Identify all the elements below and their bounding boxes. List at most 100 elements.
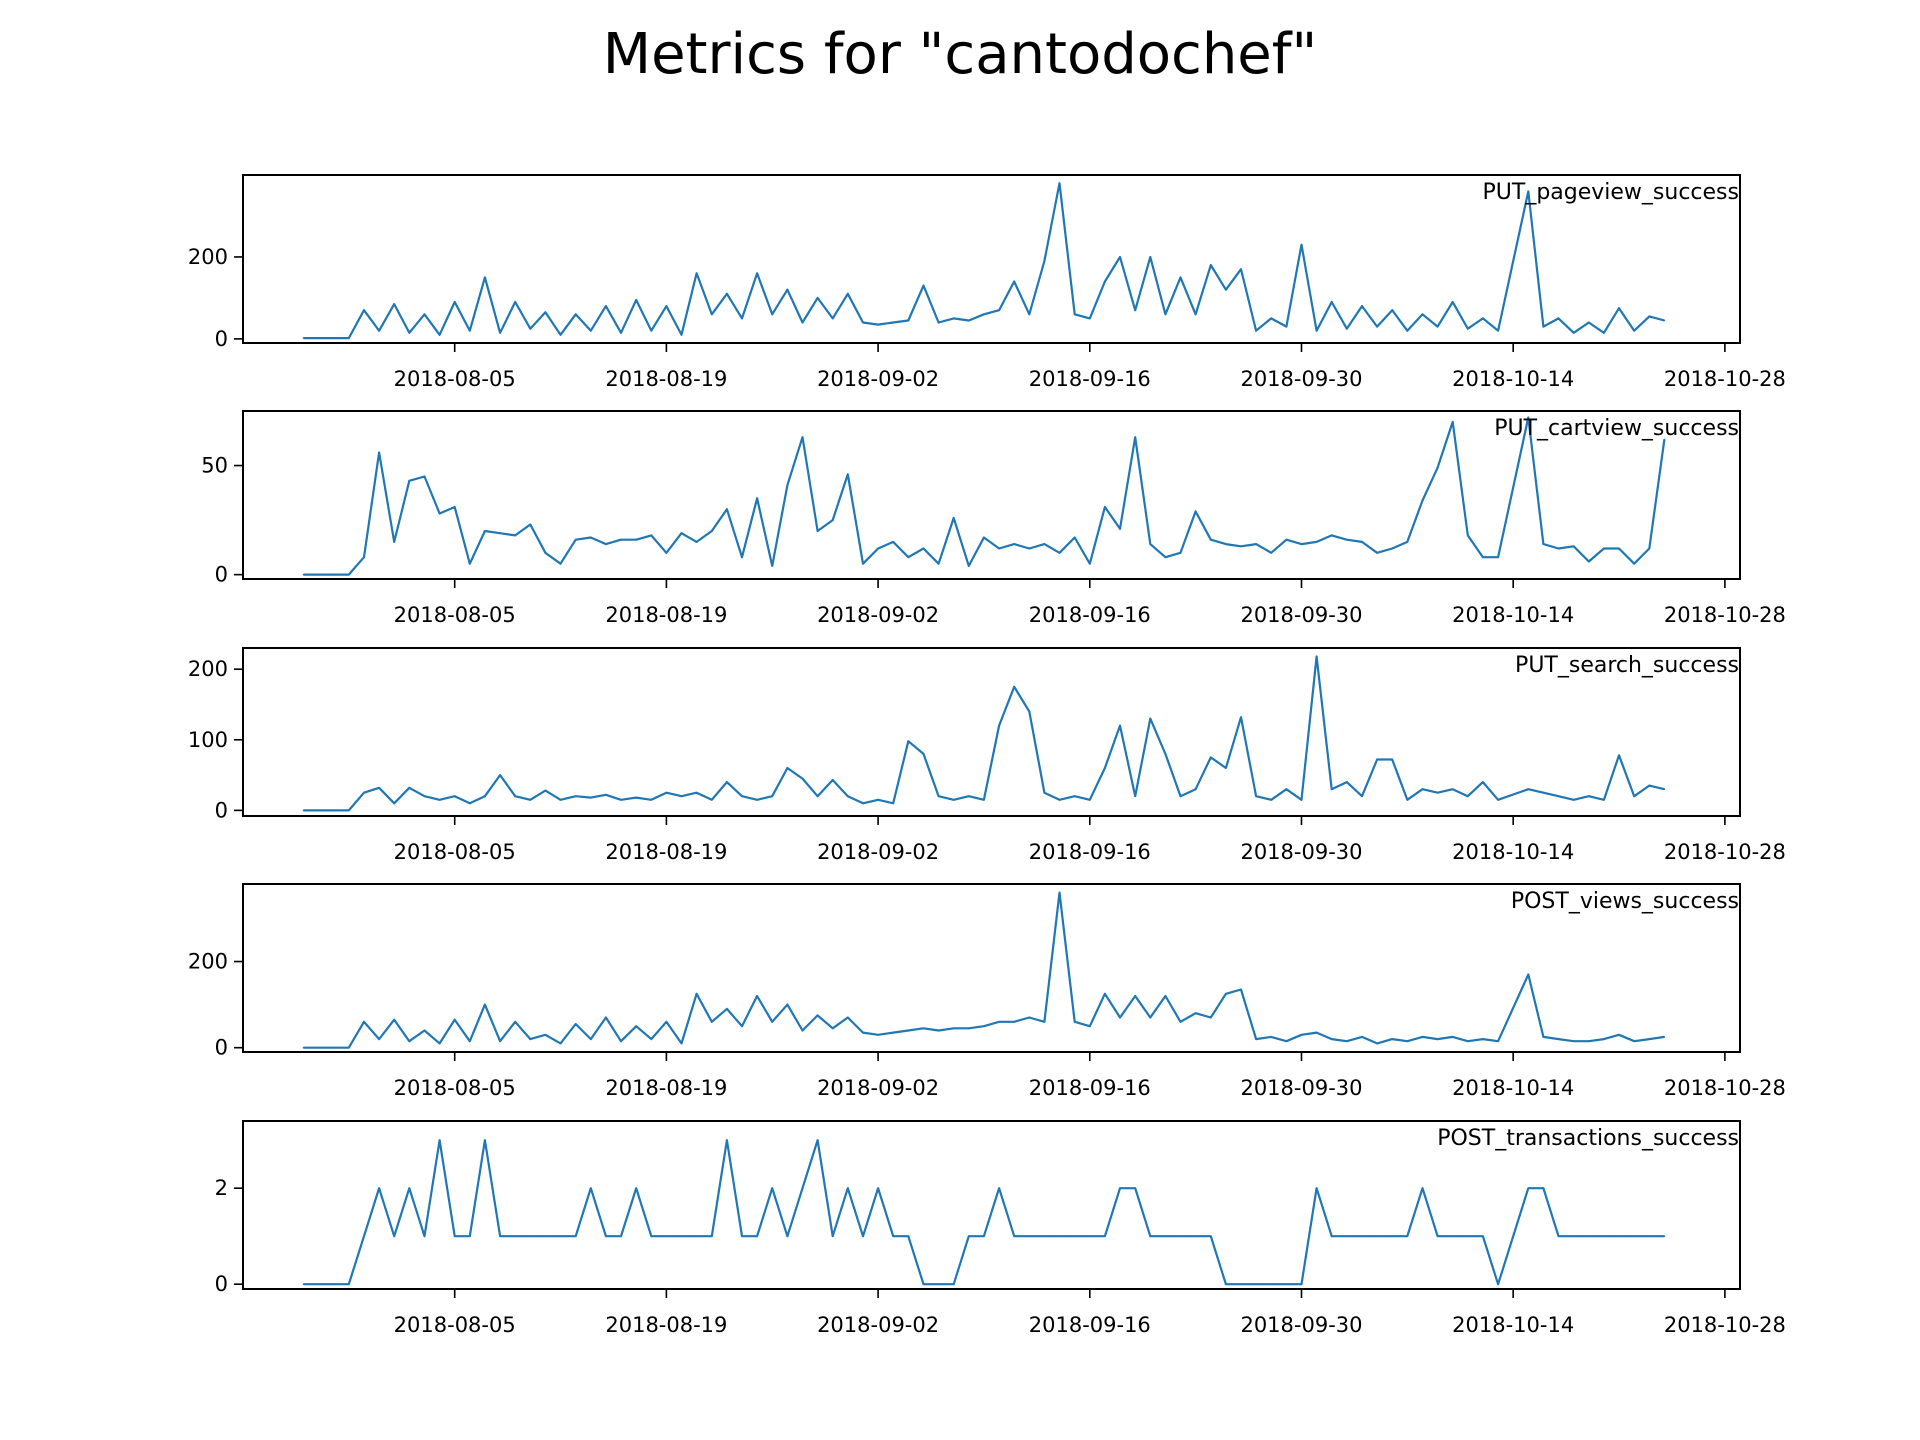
data-point <box>363 1235 365 1237</box>
data-point <box>469 329 471 332</box>
data-point <box>605 305 607 307</box>
data-point <box>998 309 1000 312</box>
data-point <box>801 436 804 439</box>
data-point <box>1043 1235 1046 1237</box>
data-point <box>1361 1036 1363 1038</box>
data-point <box>620 1040 622 1042</box>
data-point <box>922 1283 925 1285</box>
data-point <box>1421 1187 1424 1189</box>
data-point <box>786 484 789 487</box>
data-point <box>1270 317 1272 320</box>
data-point <box>1361 1235 1363 1237</box>
data-point <box>423 1235 426 1237</box>
data-point <box>1043 1021 1046 1023</box>
data-point <box>1058 891 1061 894</box>
data-point <box>559 1235 562 1237</box>
data-point <box>1104 1235 1106 1237</box>
data-point <box>1588 795 1590 797</box>
y-tick-label: 0 <box>215 1272 228 1296</box>
data-point <box>680 795 683 797</box>
data-point <box>983 1025 985 1027</box>
data-point <box>469 1235 471 1237</box>
data-point <box>1164 556 1167 558</box>
data-point <box>378 451 380 454</box>
x-tick-label: 2018-10-14 <box>1452 367 1574 391</box>
y-tick-label: 200 <box>188 950 228 974</box>
x-tick-label: 2018-08-19 <box>605 1313 727 1337</box>
data-point <box>1648 1235 1651 1237</box>
data-point <box>665 1235 668 1237</box>
data-point <box>605 1235 607 1237</box>
data-point <box>1542 791 1545 794</box>
data-point <box>635 538 637 541</box>
x-tick-label: 2018-10-28 <box>1664 603 1786 627</box>
data-point <box>544 1034 547 1036</box>
data-point <box>816 297 819 299</box>
data-point <box>544 552 547 554</box>
data-point <box>408 480 411 482</box>
data-point <box>1043 791 1046 794</box>
data-point <box>1330 1038 1333 1040</box>
data-point <box>771 1187 773 1189</box>
data-point <box>1285 1283 1288 1285</box>
data-point <box>590 796 592 799</box>
data-point <box>363 309 365 312</box>
data-point <box>1315 1031 1318 1034</box>
data-point <box>1603 332 1605 334</box>
data-point <box>1346 327 1348 330</box>
data-point <box>1557 1235 1560 1237</box>
data-point <box>665 305 668 307</box>
data-point <box>862 1235 864 1237</box>
data-point <box>1255 543 1257 545</box>
data-point <box>514 301 516 303</box>
data-point <box>1497 329 1499 332</box>
x-tick-label: 2018-09-16 <box>1029 1313 1151 1337</box>
data-point <box>1557 795 1560 797</box>
data-point <box>1240 716 1242 718</box>
x-tick-label: 2018-09-30 <box>1240 603 1362 627</box>
data-point <box>514 534 516 537</box>
data-point <box>1104 280 1106 283</box>
data-point <box>998 1021 1000 1023</box>
x-tick-label: 2018-09-02 <box>817 603 939 627</box>
data-point <box>1663 788 1666 790</box>
data-point <box>363 791 365 794</box>
data-point <box>438 1042 441 1045</box>
data-point <box>650 534 653 537</box>
data-point <box>726 508 728 511</box>
data-point <box>1119 528 1121 530</box>
axes-frame <box>242 1120 1741 1290</box>
data-point <box>1089 317 1091 320</box>
data-point <box>1073 795 1076 797</box>
data-point <box>801 1187 804 1189</box>
data-point <box>1361 795 1363 797</box>
data-point <box>650 329 653 332</box>
data-point <box>968 319 970 322</box>
data-point <box>1421 499 1424 502</box>
data-point <box>741 795 743 797</box>
data-point <box>559 799 562 801</box>
data-point <box>847 1016 849 1019</box>
data-point <box>1194 1235 1197 1237</box>
data-point <box>862 1031 864 1034</box>
data-point <box>831 1027 834 1030</box>
data-point <box>847 1187 849 1189</box>
data-point <box>1572 799 1575 801</box>
data-point <box>1572 332 1575 334</box>
data-point <box>1391 547 1393 550</box>
data-point <box>801 777 804 780</box>
data-point <box>1467 1040 1469 1042</box>
x-tick-label: 2018-09-16 <box>1029 1076 1151 1100</box>
data-point <box>1330 534 1333 537</box>
data-point <box>1391 309 1393 312</box>
data-point <box>1451 1235 1454 1237</box>
data-point <box>952 317 955 320</box>
data-point <box>892 1031 894 1034</box>
data-point <box>1406 1235 1409 1237</box>
data-point <box>529 523 532 526</box>
x-tick-label: 2018-09-16 <box>1029 367 1151 391</box>
data-point <box>574 313 577 316</box>
data-point <box>665 1021 668 1023</box>
